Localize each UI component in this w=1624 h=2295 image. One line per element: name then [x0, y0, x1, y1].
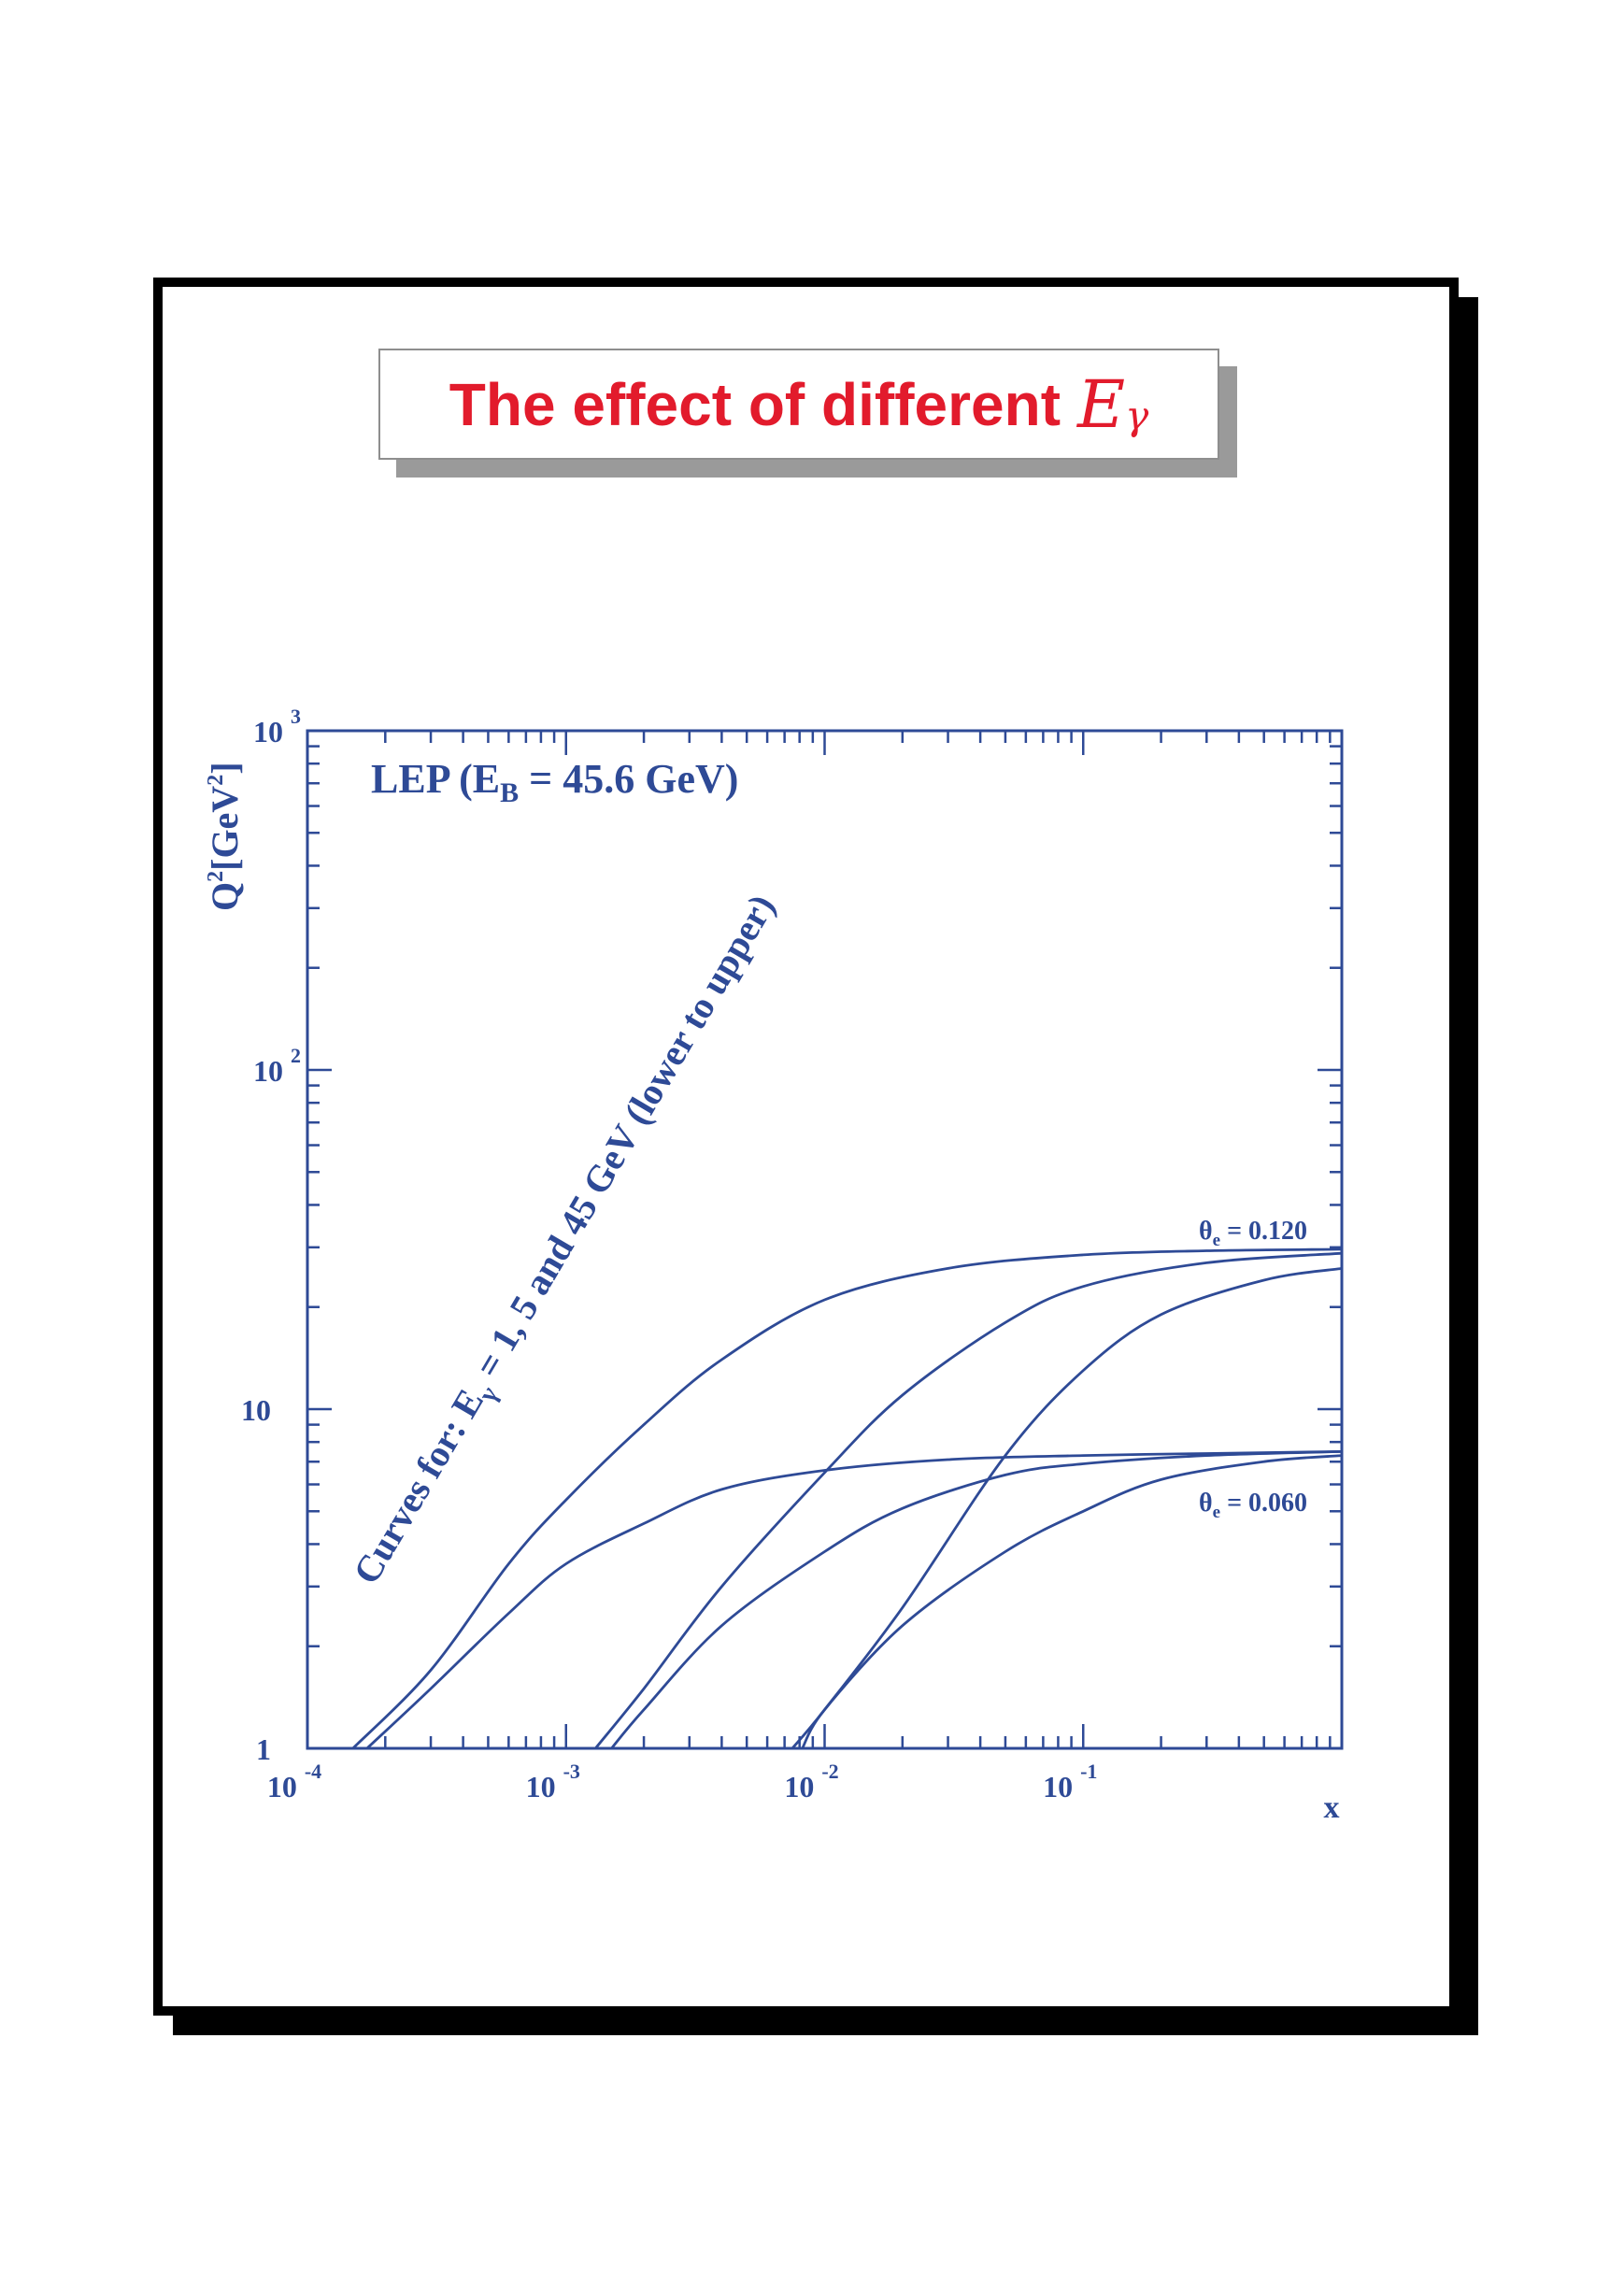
curves — [351, 1247, 1343, 1750]
x-tick-label-base: 10 — [267, 1770, 297, 1803]
x-axis-label: x — [1324, 1790, 1340, 1825]
x-tick-label-exp: -1 — [1080, 1760, 1097, 1783]
y-tick-label: 10 — [241, 1393, 271, 1427]
title-symbol: E — [1077, 365, 1126, 443]
page-title: The effect of different — [449, 370, 1061, 438]
x-tick-label: 10 -1 — [1043, 1760, 1097, 1803]
beam-annotation: LEP (EB = 45.6 GeV) — [371, 756, 738, 808]
theta-low-pre: θ — [1199, 1489, 1213, 1518]
x-tick-label: 10 -4 — [267, 1760, 321, 1803]
y-tick-label-base: 10 — [253, 1054, 283, 1088]
y-tick-label: 10 2 — [253, 1044, 301, 1088]
axis-ticks — [306, 731, 1342, 1750]
y-tick-label-exp: 3 — [291, 705, 301, 728]
series-curve-2 — [610, 1450, 1343, 1749]
y-tick-label-exp: 2 — [291, 1044, 301, 1067]
y-tick-label-base: 10 — [253, 715, 283, 748]
y-tick-label-base: 10 — [241, 1393, 271, 1427]
series-curve-1 — [365, 1450, 1343, 1750]
x-tick-label-base: 10 — [526, 1770, 556, 1803]
y-tick-labels: 1 10 10 2 10 3 — [241, 705, 301, 1766]
x-tick-label-base: 10 — [1043, 1770, 1073, 1803]
title-symbol-subscript: γ — [1125, 392, 1149, 438]
plot-frame — [306, 729, 1344, 1750]
y-tick-label: 10 3 — [253, 705, 301, 748]
x-tick-label-exp: -3 — [563, 1760, 580, 1783]
x-tick-label-exp: -2 — [821, 1760, 838, 1783]
y-label-unit-sup: 2 — [204, 775, 228, 786]
x-tick-label: 10 -3 — [526, 1760, 580, 1803]
series-curve-5 — [594, 1251, 1343, 1749]
y-label-unit: [GeV — [204, 786, 246, 871]
theta-high-post: = 0.120 — [1220, 1217, 1307, 1246]
x-tick-labels: 10 -4 10 -3 10 -2 10 -1 — [267, 1760, 1098, 1803]
y-label-sup: 2 — [204, 871, 228, 882]
theta-high-pre: θ — [1199, 1217, 1213, 1246]
theta-low-sub: e — [1213, 1503, 1220, 1522]
curves-note-post: = 1, 5 and 45 GeV (lower to upper) — [462, 887, 783, 1392]
y-axis-label: Q2[GeV2] — [204, 762, 246, 911]
slide-frame — [153, 278, 1459, 2016]
beam-post: = 45.6 GeV) — [519, 756, 738, 802]
theta-high-sub: e — [1213, 1231, 1220, 1250]
y-label-unit-close: ] — [204, 762, 246, 774]
x-tick-label-exp: -4 — [305, 1760, 321, 1783]
curves-note-pre: Curves for: E — [345, 1382, 491, 1591]
x-tick-label: 10 -2 — [784, 1760, 838, 1803]
theta-low-label: θe = 0.060 — [1199, 1489, 1307, 1522]
y-tick-label: 1 — [256, 1732, 271, 1766]
beam-pre: LEP (E — [371, 756, 500, 802]
y-tick-label-base: 1 — [256, 1732, 271, 1766]
series-curve-6 — [791, 1267, 1343, 1749]
theta-high-label: θe = 0.120 — [1199, 1217, 1307, 1250]
series-curve-4 — [351, 1247, 1343, 1749]
beam-sub: B — [500, 777, 519, 808]
y-label-q: Q — [204, 882, 246, 911]
theta-low-post: = 0.060 — [1220, 1489, 1307, 1518]
x-tick-label-base: 10 — [784, 1770, 814, 1803]
